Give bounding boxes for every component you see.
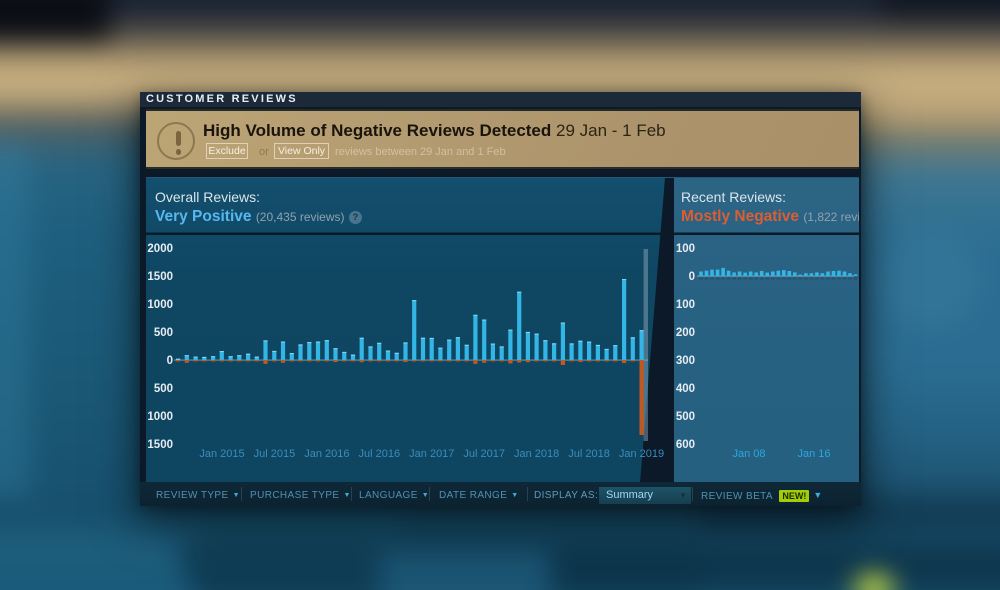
svg-text:Jul 2015: Jul 2015 bbox=[254, 448, 296, 460]
svg-text:400: 400 bbox=[676, 383, 695, 395]
svg-text:500: 500 bbox=[676, 411, 695, 423]
svg-text:100: 100 bbox=[676, 243, 695, 255]
svg-text:600: 600 bbox=[676, 439, 695, 451]
svg-text:300: 300 bbox=[676, 355, 695, 367]
svg-text:Jan 2017: Jan 2017 bbox=[409, 448, 454, 460]
svg-text:1000: 1000 bbox=[147, 411, 173, 423]
svg-text:0: 0 bbox=[167, 355, 173, 367]
svg-text:1000: 1000 bbox=[147, 299, 173, 311]
svg-text:1500: 1500 bbox=[147, 439, 173, 451]
svg-text:Jan 2019: Jan 2019 bbox=[619, 448, 664, 460]
svg-text:Jul 2016: Jul 2016 bbox=[359, 448, 401, 460]
svg-text:Jan 2016: Jan 2016 bbox=[304, 448, 349, 460]
svg-text:Jan 2018: Jan 2018 bbox=[514, 448, 559, 460]
svg-text:200: 200 bbox=[676, 327, 695, 339]
svg-text:Jul 2017: Jul 2017 bbox=[463, 448, 505, 460]
svg-text:0: 0 bbox=[689, 271, 695, 283]
svg-text:100: 100 bbox=[676, 299, 695, 311]
svg-text:500: 500 bbox=[154, 383, 173, 395]
svg-text:Jan 08: Jan 08 bbox=[732, 448, 765, 460]
svg-text:2000: 2000 bbox=[147, 243, 173, 255]
svg-text:500: 500 bbox=[154, 327, 173, 339]
svg-text:Jan 2015: Jan 2015 bbox=[199, 448, 244, 460]
svg-text:1500: 1500 bbox=[147, 271, 173, 283]
svg-text:Jul 2018: Jul 2018 bbox=[568, 448, 610, 460]
svg-text:Jan 16: Jan 16 bbox=[797, 448, 830, 460]
